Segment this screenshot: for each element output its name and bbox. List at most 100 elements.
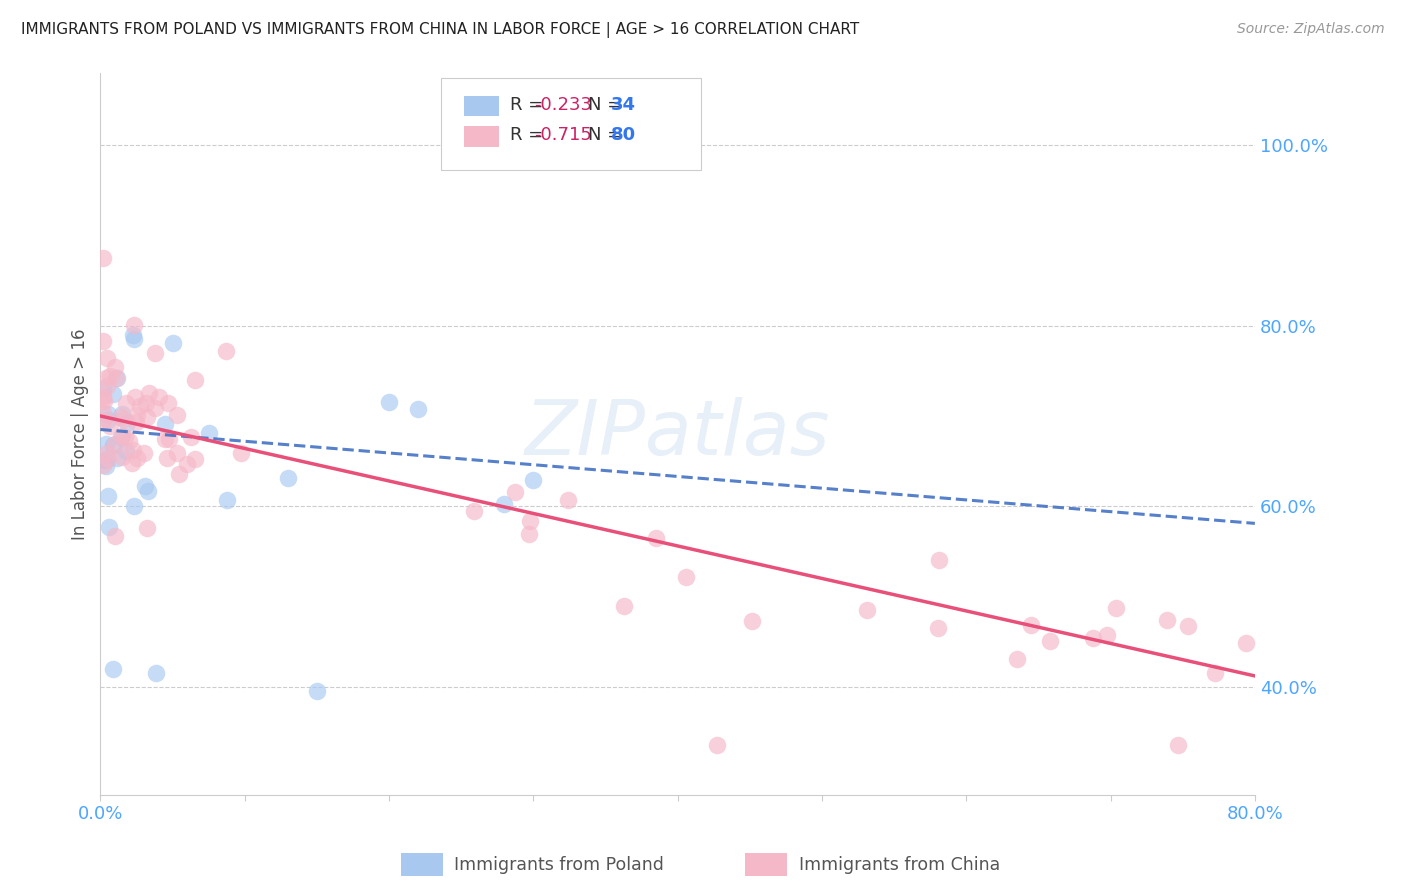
Point (1234, 636, 1257, 650)
FancyBboxPatch shape (464, 96, 499, 116)
Point (557, 493, 579, 508)
Point (104, 359, 127, 374)
Point (93, 393, 115, 408)
Point (135, 521, 157, 535)
Text: 80: 80 (610, 127, 636, 145)
Point (97, 452, 120, 467)
Point (124, 318, 146, 333)
Point (96, 452, 118, 467)
Point (706, 739, 728, 753)
Point (927, 621, 949, 635)
Point (378, 394, 401, 409)
Point (98, 368, 121, 383)
Point (101, 438, 124, 452)
Point (111, 428, 134, 442)
Point (97, 520, 120, 534)
Point (503, 485, 526, 500)
Text: R =: R = (510, 127, 550, 145)
Point (305, 684, 328, 698)
Point (91, 389, 114, 403)
Point (406, 402, 429, 417)
Point (162, 336, 184, 351)
Point (229, 446, 252, 460)
Point (91, 452, 114, 467)
Text: R =: R = (510, 96, 550, 114)
Point (741, 614, 763, 628)
Text: Source: ZipAtlas.com: Source: ZipAtlas.com (1237, 22, 1385, 37)
Point (115, 416, 138, 430)
Point (143, 401, 166, 416)
Point (98, 419, 121, 434)
Point (96, 446, 118, 460)
Point (97, 407, 120, 421)
Point (156, 451, 179, 466)
Point (96, 378, 118, 392)
Point (104, 529, 127, 543)
Point (1081, 632, 1104, 646)
Point (124, 390, 146, 404)
Point (143, 345, 166, 359)
Text: Immigrants from China: Immigrants from China (799, 856, 1000, 874)
Point (103, 387, 125, 401)
Point (125, 415, 148, 429)
Point (134, 446, 156, 460)
Text: -0.715: -0.715 (534, 127, 592, 145)
Point (97, 489, 120, 503)
Point (644, 532, 666, 546)
Point (93, 405, 115, 419)
Point (91, 458, 114, 472)
Point (136, 483, 159, 498)
Point (159, 432, 181, 446)
Point (1177, 619, 1199, 633)
Point (96, 437, 118, 451)
Point (101, 662, 124, 676)
Point (121, 456, 143, 470)
Point (96, 351, 118, 366)
Point (155, 432, 177, 446)
Point (1005, 651, 1028, 665)
Point (111, 450, 134, 464)
Point (522, 473, 544, 487)
Text: ZIPatlas: ZIPatlas (524, 397, 831, 471)
Point (91, 414, 114, 428)
Point (93, 334, 115, 348)
Point (277, 471, 299, 485)
Point (108, 410, 131, 425)
Point (128, 399, 150, 413)
Point (97, 413, 120, 427)
Point (122, 327, 145, 342)
Point (145, 666, 167, 681)
Point (166, 408, 188, 422)
Point (104, 371, 127, 385)
Y-axis label: In Labor Force | Age > 16: In Labor Force | Age > 16 (72, 328, 89, 540)
Point (517, 527, 540, 541)
Point (118, 434, 141, 448)
Point (153, 417, 176, 432)
Point (135, 396, 157, 410)
Point (176, 457, 198, 471)
Point (463, 504, 485, 518)
Point (148, 390, 170, 404)
Point (105, 450, 128, 465)
Point (91, 251, 114, 265)
Point (519, 515, 541, 529)
Text: -0.233: -0.233 (534, 96, 592, 114)
FancyBboxPatch shape (464, 127, 499, 146)
FancyBboxPatch shape (441, 78, 700, 170)
Text: N =: N = (588, 127, 627, 145)
Point (127, 408, 149, 422)
Point (134, 478, 156, 492)
Point (1095, 628, 1118, 642)
Point (94, 371, 117, 385)
Point (675, 570, 697, 584)
Point (94, 458, 117, 473)
Point (612, 599, 634, 613)
Point (198, 425, 221, 440)
Point (122, 443, 145, 458)
Text: IMMIGRANTS FROM POLAND VS IMMIGRANTS FROM CHINA IN LABOR FORCE | AGE > 16 CORREL: IMMIGRANTS FROM POLAND VS IMMIGRANTS FRO… (21, 22, 859, 38)
Text: Immigrants from Poland: Immigrants from Poland (454, 856, 664, 874)
Text: N =: N = (588, 96, 627, 114)
Point (928, 552, 950, 566)
Point (1167, 739, 1189, 753)
Point (156, 396, 179, 410)
